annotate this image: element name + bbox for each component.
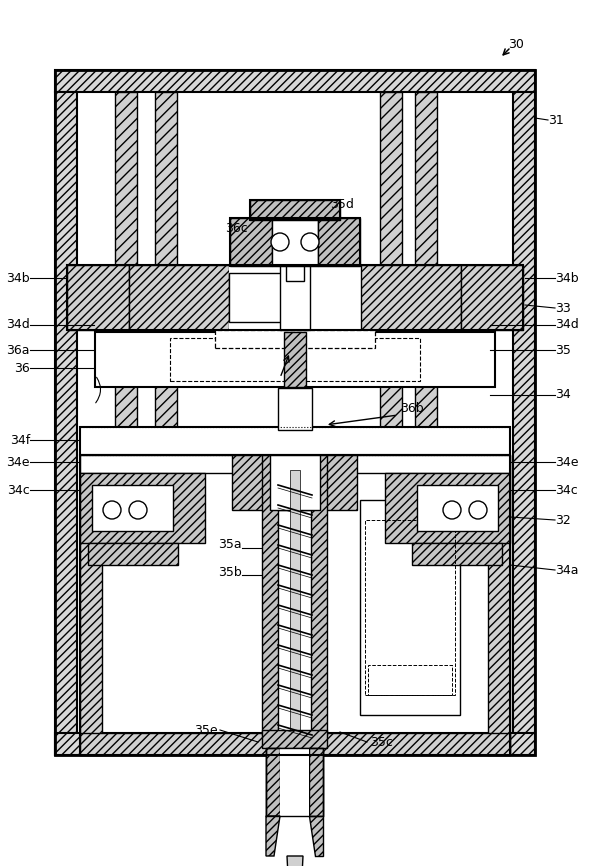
Text: 34b: 34b [7,272,30,285]
Bar [318,218,360,266]
Text: 30: 30 [508,37,524,50]
Bar [360,500,460,715]
Bar [155,92,177,445]
Text: 34b: 34b [555,272,579,285]
Text: 32: 32 [555,514,571,527]
Bar [129,265,229,330]
Bar [361,265,461,330]
Bar [280,748,309,816]
Bar [88,543,178,565]
Text: 33: 33 [555,301,571,314]
Text: 35: 35 [555,344,571,357]
Bar [80,455,510,755]
Bar [266,748,280,816]
Bar [286,348,304,388]
Text: 36c: 36c [225,222,248,235]
Text: 34d: 34d [555,319,579,332]
Bar [278,388,312,430]
Bar [385,473,510,543]
Text: 34e: 34e [7,456,30,469]
Bar [230,218,360,266]
Text: 35a: 35a [218,539,242,552]
Bar [95,332,495,387]
Text: 34c: 34c [555,483,578,496]
Bar [250,200,340,220]
Bar [311,455,327,735]
Circle shape [103,501,121,519]
Bar [290,470,300,730]
Circle shape [443,501,461,519]
Bar [284,332,306,387]
Text: 35c: 35c [370,735,393,748]
Bar [232,455,357,510]
Bar [170,338,420,381]
Bar [80,473,205,543]
Bar [272,218,318,266]
Bar [513,92,535,755]
Circle shape [129,501,147,519]
Bar [270,455,320,510]
Bar [215,330,375,348]
Text: 34a: 34a [555,564,579,577]
Bar [67,265,523,330]
Bar [229,273,295,322]
Bar [67,265,129,330]
Polygon shape [309,816,323,856]
Bar [55,733,535,755]
Bar [80,455,102,755]
Circle shape [301,233,319,251]
Text: 34c: 34c [7,483,30,496]
Polygon shape [266,816,280,856]
Text: 35e: 35e [194,723,218,736]
Bar [365,520,455,695]
Bar [368,665,452,695]
Bar [488,455,510,755]
Bar [80,455,510,473]
Text: 34e: 34e [555,456,579,469]
Text: 35d: 35d [330,198,354,211]
Bar [250,200,340,220]
Bar [461,265,523,330]
Bar [412,543,502,565]
Bar [280,265,310,330]
Bar [55,70,535,92]
Bar [417,485,498,531]
Bar [380,92,402,445]
Bar [266,748,323,816]
Bar [262,730,327,748]
Bar [92,485,173,531]
Bar [286,266,304,281]
Text: 31: 31 [548,113,564,126]
Polygon shape [287,856,303,866]
Bar [80,733,510,755]
Circle shape [469,501,487,519]
Bar [309,748,323,816]
Text: 36b: 36b [400,402,424,415]
Text: 35b: 35b [218,565,242,578]
Circle shape [271,233,289,251]
Text: 34d: 34d [7,319,30,332]
Text: 34f: 34f [9,434,30,447]
Bar [55,70,535,755]
Text: 34: 34 [555,389,571,402]
Bar [80,427,510,455]
Text: 36a: 36a [7,344,30,357]
Bar [230,218,272,266]
Bar [55,92,77,755]
Bar [229,265,361,330]
Text: 36: 36 [14,361,30,374]
Bar [415,92,437,445]
Bar [115,92,137,445]
Bar [262,455,278,735]
